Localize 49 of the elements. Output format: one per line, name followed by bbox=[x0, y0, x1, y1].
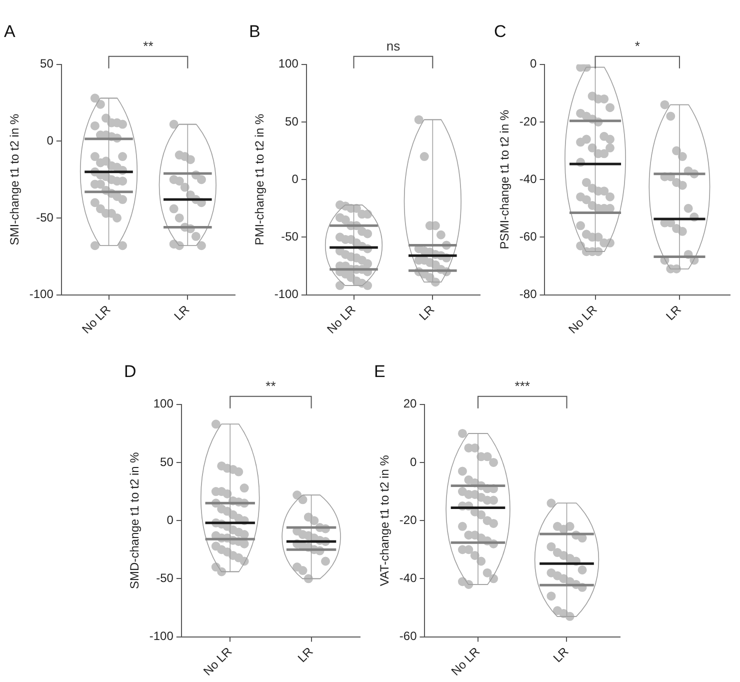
x-tick-label: No LR bbox=[448, 644, 483, 678]
text: * bbox=[634, 38, 640, 54]
y-tick-label: 0 bbox=[292, 172, 299, 186]
y-axis-title: PMI-change t1 to t2 in % bbox=[252, 114, 267, 246]
x-tick-label: LR bbox=[663, 302, 684, 324]
y-tick-label: 0 bbox=[46, 134, 54, 148]
x-tick-label: LR bbox=[295, 644, 316, 666]
y-tick-label: 100 bbox=[153, 396, 174, 411]
y-tick-label: -100 bbox=[29, 287, 54, 302]
x-tick-label: LR bbox=[416, 302, 438, 324]
text: ns bbox=[386, 38, 401, 54]
text: ** bbox=[143, 38, 154, 54]
y-tick-label: 0 bbox=[410, 454, 418, 469]
x-tick-label: No LR bbox=[324, 302, 358, 336]
y-axis-title: PSMI-change t1 to t2 in % bbox=[498, 110, 512, 250]
text: *** bbox=[514, 378, 530, 394]
y-axis-title: VAT-change t1 to t2 in % bbox=[378, 454, 392, 586]
y-tick-label: -50 bbox=[281, 229, 299, 244]
y-tick-label: -50 bbox=[156, 570, 174, 585]
x-tick-label: LR bbox=[550, 644, 572, 666]
y-tick-label: 50 bbox=[40, 56, 54, 71]
y-tick-label: -60 bbox=[519, 229, 538, 244]
y-tick-label: -60 bbox=[399, 629, 418, 644]
y-tick-label: -40 bbox=[399, 570, 418, 585]
chart-title: B bbox=[249, 22, 260, 41]
y-tick-label: -40 bbox=[519, 172, 538, 186]
text: ** bbox=[266, 378, 276, 394]
y-tick-label: 50 bbox=[160, 454, 174, 469]
x-tick-label: No LR bbox=[79, 302, 114, 336]
y-tick-label: -50 bbox=[36, 210, 54, 224]
chart-title: E bbox=[374, 362, 386, 381]
x-tick-label: LR bbox=[171, 302, 192, 324]
y-tick-label: 0 bbox=[166, 512, 174, 527]
y-tick-label: 50 bbox=[285, 114, 299, 128]
y-tick-label: -100 bbox=[149, 629, 174, 644]
y-tick-label: -100 bbox=[274, 287, 299, 302]
x-tick-label: No LR bbox=[566, 302, 600, 336]
y-tick-label: 20 bbox=[403, 396, 418, 411]
y-tick-label: 0 bbox=[530, 56, 538, 71]
chart-title: D bbox=[124, 362, 136, 381]
y-tick-label: 100 bbox=[278, 56, 299, 71]
x-tick-label: No LR bbox=[200, 644, 235, 678]
y-axis-title: SMI-change t1 to t2 in % bbox=[8, 114, 22, 246]
y-tick-label: -20 bbox=[399, 512, 418, 527]
y-tick-label: -80 bbox=[519, 287, 538, 302]
y-tick-label: -20 bbox=[519, 114, 538, 128]
chart-title: C bbox=[494, 22, 506, 41]
chart-title: A bbox=[4, 22, 16, 41]
y-axis-title: SMD-change t1 to t2 in % bbox=[128, 452, 142, 589]
